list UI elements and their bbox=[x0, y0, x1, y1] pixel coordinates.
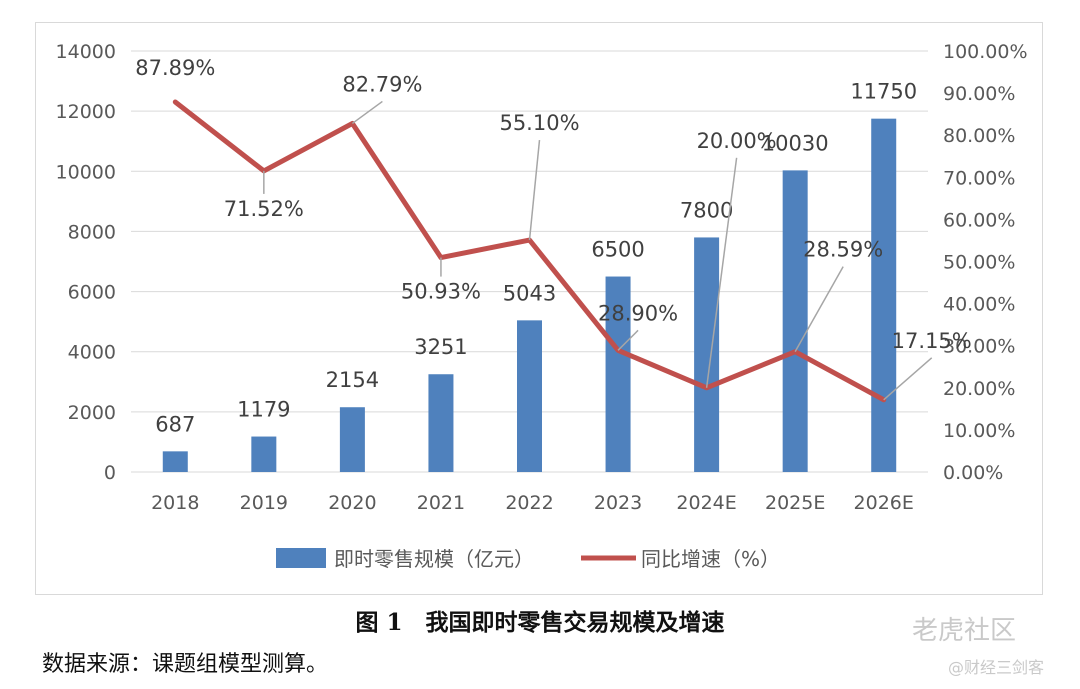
data-source-note: 数据来源：课题组模型测算。 bbox=[42, 652, 329, 677]
legend-bar-label: 即时零售规模（亿元） bbox=[334, 547, 534, 571]
bar bbox=[251, 436, 277, 472]
x-tick-label: 2019 bbox=[240, 492, 288, 514]
y-tick-label: 14000 bbox=[56, 41, 116, 63]
y2-tick-label: 50.00% bbox=[943, 252, 1015, 274]
y2-tick-label: 30.00% bbox=[943, 336, 1015, 358]
y2-tick-label: 80.00% bbox=[943, 125, 1015, 147]
bar bbox=[694, 237, 720, 472]
bar bbox=[339, 407, 365, 472]
bar bbox=[782, 170, 808, 472]
line-value-label: 50.93% bbox=[401, 280, 481, 304]
y-tick-label: 4000 bbox=[68, 342, 116, 364]
leader-line bbox=[617, 329, 639, 351]
watermark-account: @财经三剑客 bbox=[948, 658, 1045, 677]
bar bbox=[517, 320, 542, 472]
bar-value-label: 11750 bbox=[850, 80, 917, 104]
leader-line bbox=[794, 266, 844, 353]
line-value-label: 87.89% bbox=[135, 56, 215, 80]
leader-line bbox=[528, 139, 541, 241]
figure-caption: 图 1 我国即时零售交易规模及增速 bbox=[355, 609, 725, 636]
y2-tick-label: 60.00% bbox=[943, 209, 1015, 231]
line-value-label: 28.90% bbox=[598, 301, 678, 325]
y2-tick-label: 10.00% bbox=[943, 420, 1015, 442]
y2-tick-label: 100.00% bbox=[943, 41, 1028, 63]
bar-value-label: 6500 bbox=[591, 238, 644, 262]
y-tick-label: 8000 bbox=[68, 221, 116, 243]
legend-bar-swatch bbox=[276, 548, 326, 568]
y-tick-label: 12000 bbox=[56, 101, 116, 123]
line-value-label: 71.52% bbox=[224, 197, 304, 221]
leader-line bbox=[883, 357, 933, 401]
bar-value-label: 2154 bbox=[326, 368, 379, 392]
line-value-label: 28.59% bbox=[803, 238, 883, 262]
chart-frame: 0 2000 4000 6000 8000 10000 12000 14000 0.00% 10.… bbox=[35, 22, 1043, 595]
y2-tick-label: 90.00% bbox=[943, 83, 1015, 105]
line-value-label: 55.10% bbox=[499, 111, 579, 135]
line-value-label: 17.15% bbox=[892, 329, 972, 353]
legend-line-label: 同比增速（%） bbox=[641, 547, 780, 571]
bar-value-label: 10030 bbox=[762, 131, 829, 155]
x-tick-label: 2021 bbox=[417, 492, 465, 514]
bar bbox=[871, 118, 897, 473]
y-tick-label: 2000 bbox=[68, 402, 116, 424]
leader-line bbox=[351, 100, 383, 125]
x-tick-label: 2022 bbox=[505, 492, 553, 514]
y2-tick-label: 70.00% bbox=[943, 167, 1015, 189]
y2-tick-label: 20.00% bbox=[943, 378, 1015, 400]
bar-value-label: 7800 bbox=[680, 198, 733, 222]
x-tick-label: 2026E bbox=[854, 492, 914, 514]
y2-tick-label: 0.00% bbox=[943, 462, 1003, 484]
line-value-label: 20.00% bbox=[697, 129, 777, 153]
x-tick-label: 2024E bbox=[676, 492, 736, 514]
watermark-logo-text: 老虎社区 bbox=[912, 616, 1017, 646]
bar bbox=[428, 374, 454, 472]
y-tick-label: 10000 bbox=[56, 161, 116, 183]
x-tick-label: 2025E bbox=[765, 492, 825, 514]
leader-line bbox=[705, 157, 738, 388]
line-value-label: 82.79% bbox=[342, 72, 422, 96]
x-tick-label: 2018 bbox=[151, 492, 199, 514]
bar bbox=[162, 451, 188, 472]
x-tick-label: 2023 bbox=[594, 492, 642, 514]
y-tick-label: 0 bbox=[104, 462, 116, 484]
bar-value-label: 3251 bbox=[414, 335, 467, 359]
y-tick-label: 6000 bbox=[68, 282, 116, 304]
x-tick-label: 2020 bbox=[328, 492, 376, 514]
y2-tick-label: 40.00% bbox=[943, 294, 1015, 316]
bar bbox=[605, 276, 631, 472]
bar-value-label: 5043 bbox=[503, 281, 556, 305]
combo-chart: 0 2000 4000 6000 8000 10000 12000 14000 0.00% 10.… bbox=[56, 41, 1028, 571]
bar-value-label: 1179 bbox=[237, 398, 290, 422]
bar-value-label: 687 bbox=[155, 412, 195, 436]
